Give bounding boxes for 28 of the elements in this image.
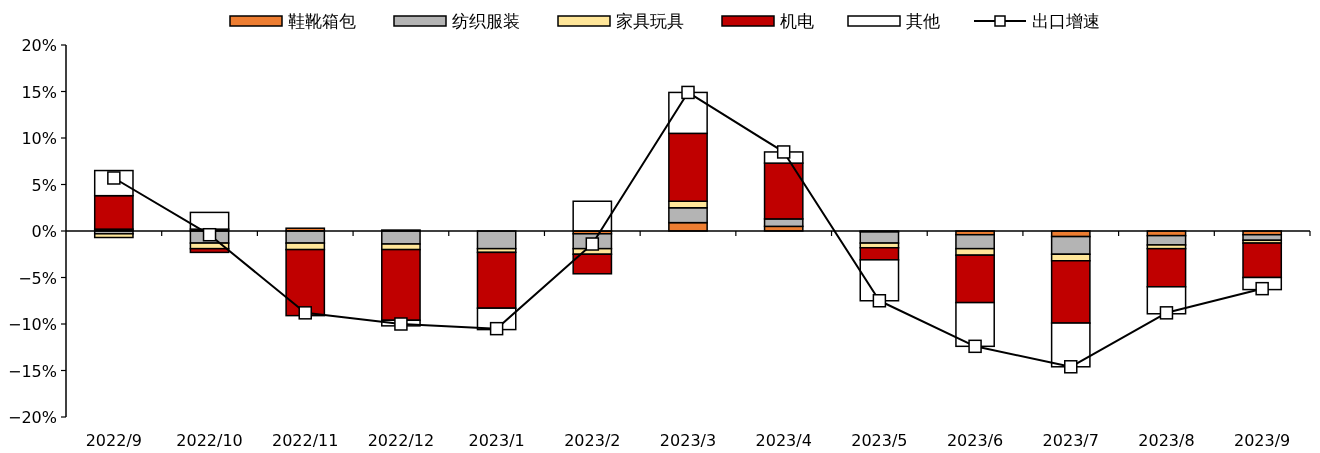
y-tick-label: −10% (8, 315, 57, 334)
legend-label: 出口增速 (1032, 11, 1100, 31)
x-tick-label: 2023/1 (468, 431, 525, 450)
x-tick-label: 2022/9 (85, 431, 142, 450)
x-tick-label: 2022/12 (367, 431, 435, 450)
legend-label: 家具玩具 (616, 11, 684, 31)
y-tick-label: −15% (8, 361, 57, 381)
legend-label: 其他 (906, 11, 940, 31)
x-tick-label: 2023/5 (851, 431, 908, 450)
y-tick-label: 5% (31, 175, 57, 195)
y-tick-label: 20% (21, 36, 57, 55)
y-tick-label: 0% (31, 222, 57, 241)
y-tick-label: −20% (8, 408, 57, 427)
legend-label: 机电 (780, 11, 814, 31)
x-tick-label: 2023/7 (1042, 431, 1099, 450)
y-tick-label: 15% (21, 82, 57, 102)
x-tick-label: 2023/2 (564, 431, 621, 450)
legend-label: 纺织服装 (452, 11, 520, 31)
x-tick-label: 2023/6 (946, 431, 1004, 450)
legend-label: 鞋靴箱包 (288, 11, 356, 31)
y-tick-label: −5% (18, 268, 57, 288)
x-tick-label: 2023/9 (1234, 431, 1291, 450)
x-tick-label: 2023/4 (755, 431, 812, 450)
x-tick-label: 2022/11 (272, 431, 339, 450)
x-tick-label: 2022/10 (176, 431, 243, 450)
y-tick-label: 10% (21, 129, 57, 148)
x-tick-label: 2023/3 (659, 431, 717, 450)
x-tick-label: 2023/8 (1138, 431, 1195, 450)
